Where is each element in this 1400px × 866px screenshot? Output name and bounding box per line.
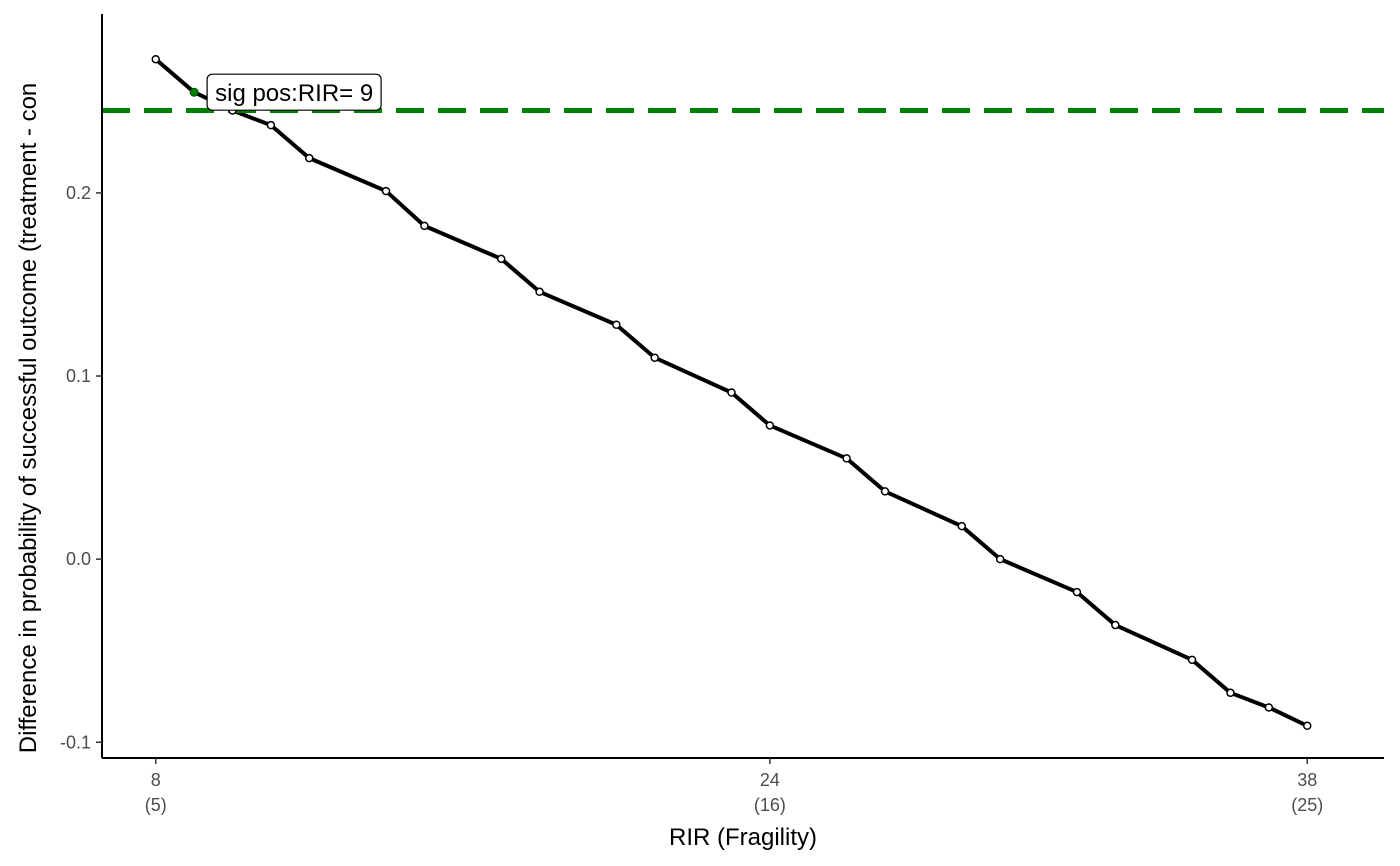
data-point — [266, 120, 276, 130]
data-point — [727, 388, 736, 397]
data-point — [1072, 587, 1082, 597]
plot-area: sig pos:RIR= 9 — [102, 54, 1384, 731]
data-point — [612, 320, 621, 329]
y-tick-label: 0.1 — [66, 366, 91, 386]
x-tick-label: 24 — [760, 770, 780, 790]
data-point — [1264, 703, 1274, 712]
x-tick-label: 38 — [1297, 770, 1317, 790]
axes: -0.1 0.0 0.1 0.2 8 (5) 24 (16) 38 (25) — [60, 14, 1384, 815]
data-point — [957, 521, 967, 531]
y-tick-label: 0.2 — [66, 183, 91, 203]
y-axis-title: Difference in probability of successful … — [15, 83, 42, 754]
annotation-label: sig pos:RIR= 9 — [206, 73, 382, 111]
x-tick-sublabel: (5) — [145, 795, 167, 815]
data-point — [880, 487, 890, 496]
annotation-box — [206, 73, 382, 111]
data-point — [1302, 721, 1312, 731]
data-point — [650, 353, 659, 362]
data-point — [842, 454, 851, 463]
data-point — [535, 287, 544, 297]
data-point — [1226, 688, 1235, 698]
data-point — [496, 254, 506, 264]
data-point — [995, 554, 1005, 564]
data-point — [151, 54, 160, 64]
data-point — [765, 421, 775, 430]
data-point — [1111, 620, 1120, 630]
y-tick-label: 0.0 — [66, 549, 91, 569]
x-axis-title: RIR (Fragility) — [669, 824, 817, 851]
data-point — [381, 186, 391, 196]
data-point — [305, 153, 314, 163]
annotation-text: sig pos:RIR= 9 — [215, 80, 373, 107]
data-point — [420, 221, 429, 231]
y-tick-label: -0.1 — [60, 732, 91, 752]
data-point — [1187, 655, 1197, 665]
x-tick-label: 8 — [151, 770, 161, 790]
highlight-point — [189, 87, 199, 97]
x-tick-sublabel: (16) — [754, 795, 786, 815]
x-tick-sublabel: (25) — [1291, 795, 1323, 815]
